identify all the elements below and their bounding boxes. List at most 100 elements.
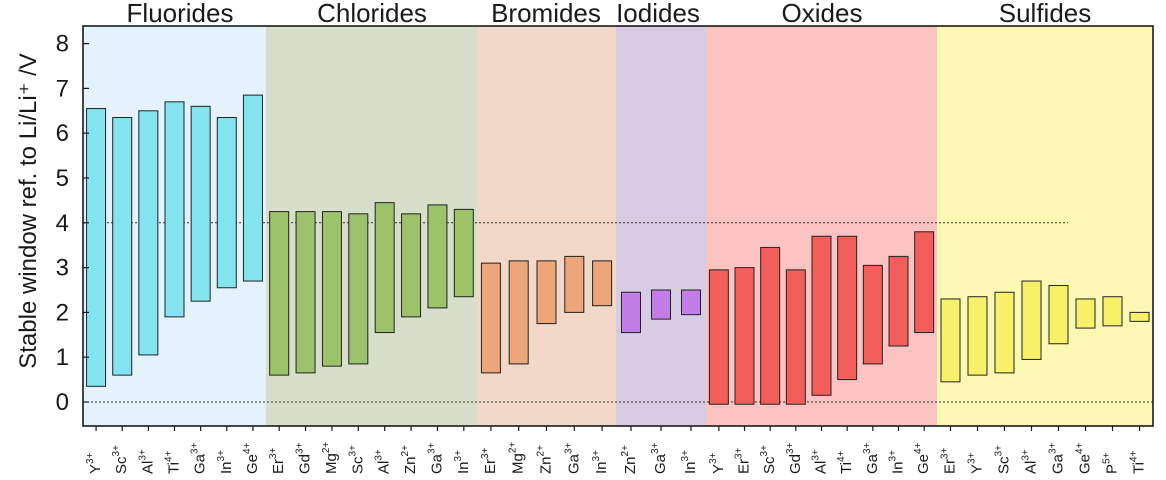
bars-layer	[86, 94, 1150, 405]
bar-oxides-in	[888, 255, 909, 347]
x-tick-label: Sc3+	[759, 445, 778, 474]
x-tick-label: Ga3+	[862, 442, 881, 474]
x-tick-label: Zn2+	[536, 445, 555, 474]
bar-fluorides-ge	[242, 94, 263, 282]
x-tick-label: Zn2+	[620, 445, 639, 474]
x-tick-label: Al3+	[1021, 449, 1040, 474]
x-tick-label: Sc3+	[994, 445, 1013, 474]
y-tick-label: 8	[56, 31, 69, 58]
x-tick-label: Ti4+	[836, 450, 855, 474]
x-tick-label: Mg2+	[321, 442, 340, 474]
group-label-oxides: Oxides	[782, 0, 863, 28]
group-label-fluorides: Fluorides	[127, 0, 234, 28]
bar-oxides-gd	[785, 269, 806, 405]
y-tick-label: 2	[56, 299, 69, 326]
x-tick-label: Zn2+	[400, 445, 419, 474]
bar-chlorides-gd	[295, 211, 316, 374]
bar-bromides-mg	[508, 260, 529, 365]
x-tick-label: Al3+	[811, 449, 830, 474]
x-tick-label: Er3+	[268, 447, 287, 474]
group-label-chlorides: Chlorides	[317, 0, 427, 28]
x-tick-label: Ge4+	[1075, 442, 1094, 474]
y-tick-label: 4	[56, 210, 69, 237]
bar-chlorides-zn	[401, 213, 422, 318]
x-axis-ticks: Y3+ Sc3+ Al3+ Ti4+ Ga3+ In3+ Ge4+ Er3+ Gd3+ Mg2+ S…	[85, 426, 1147, 474]
bar-fluorides-in	[216, 117, 237, 289]
bar-fluorides-sc	[112, 117, 133, 376]
x-tick-label: Ti4+	[164, 450, 183, 474]
x-tick-label: Ga3+	[1048, 442, 1067, 474]
bar-chlorides-al	[374, 202, 395, 334]
bar-oxides-ti	[837, 235, 858, 381]
bar-oxides-al	[811, 235, 832, 396]
plot-frame	[82, 25, 1154, 427]
x-tick-label: In3+	[453, 450, 472, 474]
group-label-sulfides: Sulfides	[999, 0, 1092, 28]
bar-fluorides-ti	[164, 101, 185, 318]
x-tick-label: Sc3+	[111, 445, 130, 474]
x-tick-label: In3+	[888, 450, 907, 474]
x-tick-label: Y3+	[708, 452, 727, 474]
group-label-bromides: Bromides	[491, 0, 601, 28]
bar-oxides-ga	[862, 264, 883, 365]
bar-sulfides-y	[967, 296, 988, 376]
axes	[82, 25, 1154, 427]
bar-sulfides-ga	[1048, 285, 1069, 345]
bar-fluorides-al	[138, 110, 159, 356]
bar-sulfides-al	[1021, 280, 1042, 360]
bar-chlorides-er	[269, 211, 290, 376]
bar-sulfides-sc	[994, 291, 1015, 374]
x-tick-label: Er3+	[940, 447, 959, 474]
y-tick-label: 0	[56, 389, 69, 416]
group-background-iodides	[616, 26, 706, 426]
x-tick-label: Ga3+	[427, 442, 446, 474]
y-axis-ticks: 0 1 2 3 4 5 6 7 8	[56, 31, 89, 416]
bar-bromides-ga	[564, 255, 585, 313]
x-tick-label: P5+	[1102, 452, 1121, 474]
bar-sulfides-ge	[1075, 298, 1096, 329]
x-tick-label: Y3+	[967, 452, 986, 474]
x-tick-label: In3+	[216, 450, 235, 474]
x-tick-label: Al3+	[137, 449, 156, 474]
bar-chlorides-ga	[427, 204, 448, 309]
x-tick-label: Er3+	[734, 447, 753, 474]
bar-sulfides-ti	[1129, 311, 1150, 322]
x-tick-label: In3+	[591, 450, 610, 474]
x-tick-label: Al3+	[374, 449, 393, 474]
x-tick-label: Mg2+	[508, 442, 527, 474]
bar-bromides-in	[592, 260, 613, 307]
bar-fluorides-y	[86, 108, 107, 387]
group-label-iodides: Iodides	[616, 0, 700, 28]
x-tick-label: Er3+	[480, 447, 499, 474]
bar-sulfides-er	[940, 298, 961, 383]
x-tick-label: Gd3+	[785, 442, 804, 474]
bar-bromides-zn	[536, 260, 557, 325]
bar-oxides-er	[734, 267, 755, 405]
x-tick-label: Ga3+	[190, 442, 209, 474]
bar-oxides-sc	[760, 246, 781, 405]
bar-chlorides-in	[453, 208, 474, 298]
x-tick-label: Ga3+	[650, 442, 669, 474]
y-tick-label: 6	[56, 120, 69, 147]
x-tick-label: Ga3+	[563, 442, 582, 474]
x-tick-label: In3+	[680, 450, 699, 474]
y-tick-label: 1	[56, 344, 69, 371]
x-tick-label: Ge4+	[242, 442, 261, 474]
bar-iodides-ga	[651, 289, 671, 320]
x-tick-label: Sc3+	[347, 445, 366, 474]
y-tick-label: 3	[56, 255, 69, 282]
bar-sulfides-p	[1102, 296, 1123, 327]
bar-chlorides-sc	[348, 213, 369, 365]
x-tick-label: Gd3+	[295, 442, 314, 474]
x-tick-label: Y3+	[85, 452, 104, 474]
bar-oxides-ge	[914, 231, 935, 334]
bar-bromides-er	[480, 262, 501, 374]
y-axis-label: Stable window ref. to Li/Li⁺ /V	[15, 53, 42, 369]
bar-fluorides-ga	[190, 105, 211, 302]
y-tick-label: 5	[56, 165, 69, 192]
group-title-labels: Fluorides Chlorides Bromides Iodides Oxides S…	[127, 0, 1092, 28]
bar-oxides-y	[708, 269, 729, 405]
bar-iodides-in	[681, 289, 701, 316]
x-tick-label: Ti4+	[1129, 450, 1148, 474]
